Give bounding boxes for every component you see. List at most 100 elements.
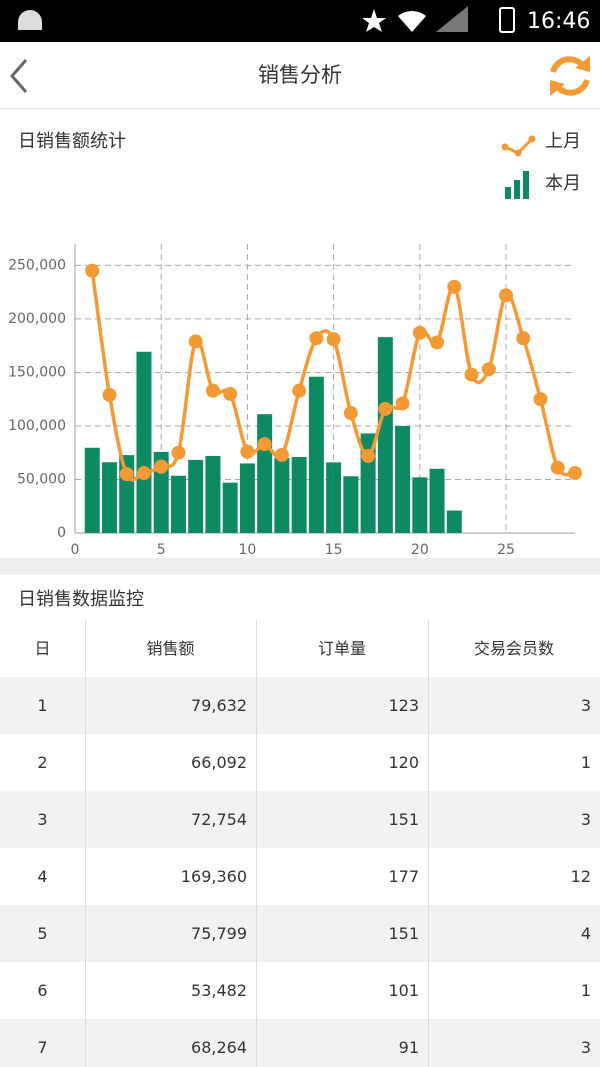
column-divider — [256, 620, 257, 1067]
line-point — [343, 406, 358, 421]
legend-bar-icon — [505, 171, 529, 199]
table-cell: 151 — [388, 924, 419, 943]
line-point — [533, 392, 548, 407]
line-point — [240, 444, 255, 459]
back-button[interactable] — [10, 59, 28, 93]
line-point — [412, 325, 427, 340]
line-point — [223, 386, 238, 401]
x-tick-label: 0 — [71, 542, 80, 558]
column-header: 销售额 — [146, 639, 195, 658]
x-tick-label: 5 — [157, 542, 166, 558]
y-tick-label: 0 — [57, 525, 66, 541]
bar — [326, 462, 342, 533]
table-row — [0, 734, 600, 791]
line-point — [326, 332, 341, 347]
table-row — [0, 962, 600, 1019]
bar — [291, 457, 307, 533]
line-point — [205, 383, 220, 398]
column-divider — [85, 620, 86, 1067]
bar — [343, 476, 359, 533]
legend-label: 上月 — [545, 131, 581, 152]
table: 日销售额 订单量 交易会员数 1 79,632 123 3 2 66,092 120 1 3 72,75… — [0, 620, 600, 1067]
line-point — [568, 466, 582, 481]
status-bar: 16:46 — [0, 0, 600, 42]
clock: 16:46 — [527, 9, 590, 34]
line-point — [85, 263, 100, 278]
table-cell: 1 — [580, 753, 591, 772]
x-tick-label: 15 — [325, 542, 343, 558]
line-point — [274, 447, 289, 462]
bar — [308, 376, 324, 533]
bar — [257, 414, 273, 533]
bar — [101, 462, 117, 533]
table-cell: 1 — [37, 696, 48, 715]
android-icon — [18, 10, 42, 30]
table-cell: 79,632 — [191, 696, 247, 715]
wifi-icon — [398, 10, 426, 33]
table-cell: 66,092 — [191, 753, 247, 772]
table-cell: 75,799 — [191, 924, 247, 943]
table-cell: 101 — [388, 981, 419, 1000]
line-point — [154, 459, 169, 474]
star-icon — [362, 9, 386, 32]
bar — [136, 351, 152, 533]
table-cell: 4 — [580, 924, 591, 943]
bar — [239, 463, 255, 533]
y-tick-label: 250,000 — [8, 257, 66, 273]
table-title: 日销售数据监控 — [18, 589, 144, 610]
x-tick-label: 25 — [497, 542, 515, 558]
table-row — [0, 905, 600, 962]
table-cell: 123 — [388, 696, 419, 715]
line-point — [481, 362, 496, 377]
table-cell: 3 — [580, 1038, 591, 1057]
y-tick-label: 100,000 — [8, 418, 66, 434]
table-cell: 120 — [388, 753, 419, 772]
legend-label: 本月 — [545, 173, 581, 194]
bar — [412, 477, 428, 533]
table-cell: 91 — [398, 1038, 419, 1057]
line-point — [136, 466, 151, 481]
bar — [188, 459, 204, 533]
table-cell: 1 — [580, 981, 591, 1000]
line-point — [447, 279, 462, 294]
bar — [205, 455, 221, 533]
table-cell: 7 — [37, 1038, 48, 1057]
table-cell: 169,360 — [180, 867, 247, 886]
table-section: 日销售数据监控 日销售额 订单量 交易会员数 1 79,632 123 3 2 66,092 12… — [0, 575, 600, 1067]
signal-icon — [436, 6, 468, 32]
table-cell: 12 — [570, 867, 591, 886]
line-point — [430, 335, 445, 350]
line-point — [119, 467, 134, 482]
table-cell: 3 — [580, 810, 591, 829]
app-bar: 销售分析 — [0, 42, 600, 109]
table-cell: 2 — [37, 753, 48, 772]
table-cell: 68,264 — [191, 1038, 247, 1057]
x-tick-label: 10 — [238, 542, 256, 558]
table-cell: 72,754 — [191, 810, 247, 829]
line-point — [378, 401, 393, 416]
y-tick-label: 150,000 — [8, 364, 66, 380]
bar — [119, 455, 135, 533]
column-header: 订单量 — [317, 639, 366, 658]
column-divider — [428, 620, 429, 1067]
status-icons: 16:46 — [18, 6, 590, 34]
table-cell: 4 — [37, 867, 48, 886]
line-point — [516, 331, 531, 346]
bar — [446, 510, 462, 533]
chart: 日销售额统计 上月 本月 0 50,000 100,000 150,000 200,00… — [0, 109, 600, 558]
line-point — [309, 331, 324, 346]
bar — [395, 425, 411, 533]
x-tick-label: 20 — [411, 542, 429, 558]
table-cell: 6 — [37, 981, 48, 1000]
line-point — [395, 396, 410, 411]
y-tick-label: 200,000 — [8, 311, 66, 327]
line-point — [292, 383, 307, 398]
chart-title: 日销售额统计 — [18, 131, 126, 152]
table-cell: 5 — [37, 924, 48, 943]
battery-icon — [499, 7, 515, 33]
line-point — [550, 460, 565, 475]
table-cell: 151 — [388, 810, 419, 829]
bar — [84, 447, 100, 533]
refresh-button[interactable] — [550, 56, 590, 96]
